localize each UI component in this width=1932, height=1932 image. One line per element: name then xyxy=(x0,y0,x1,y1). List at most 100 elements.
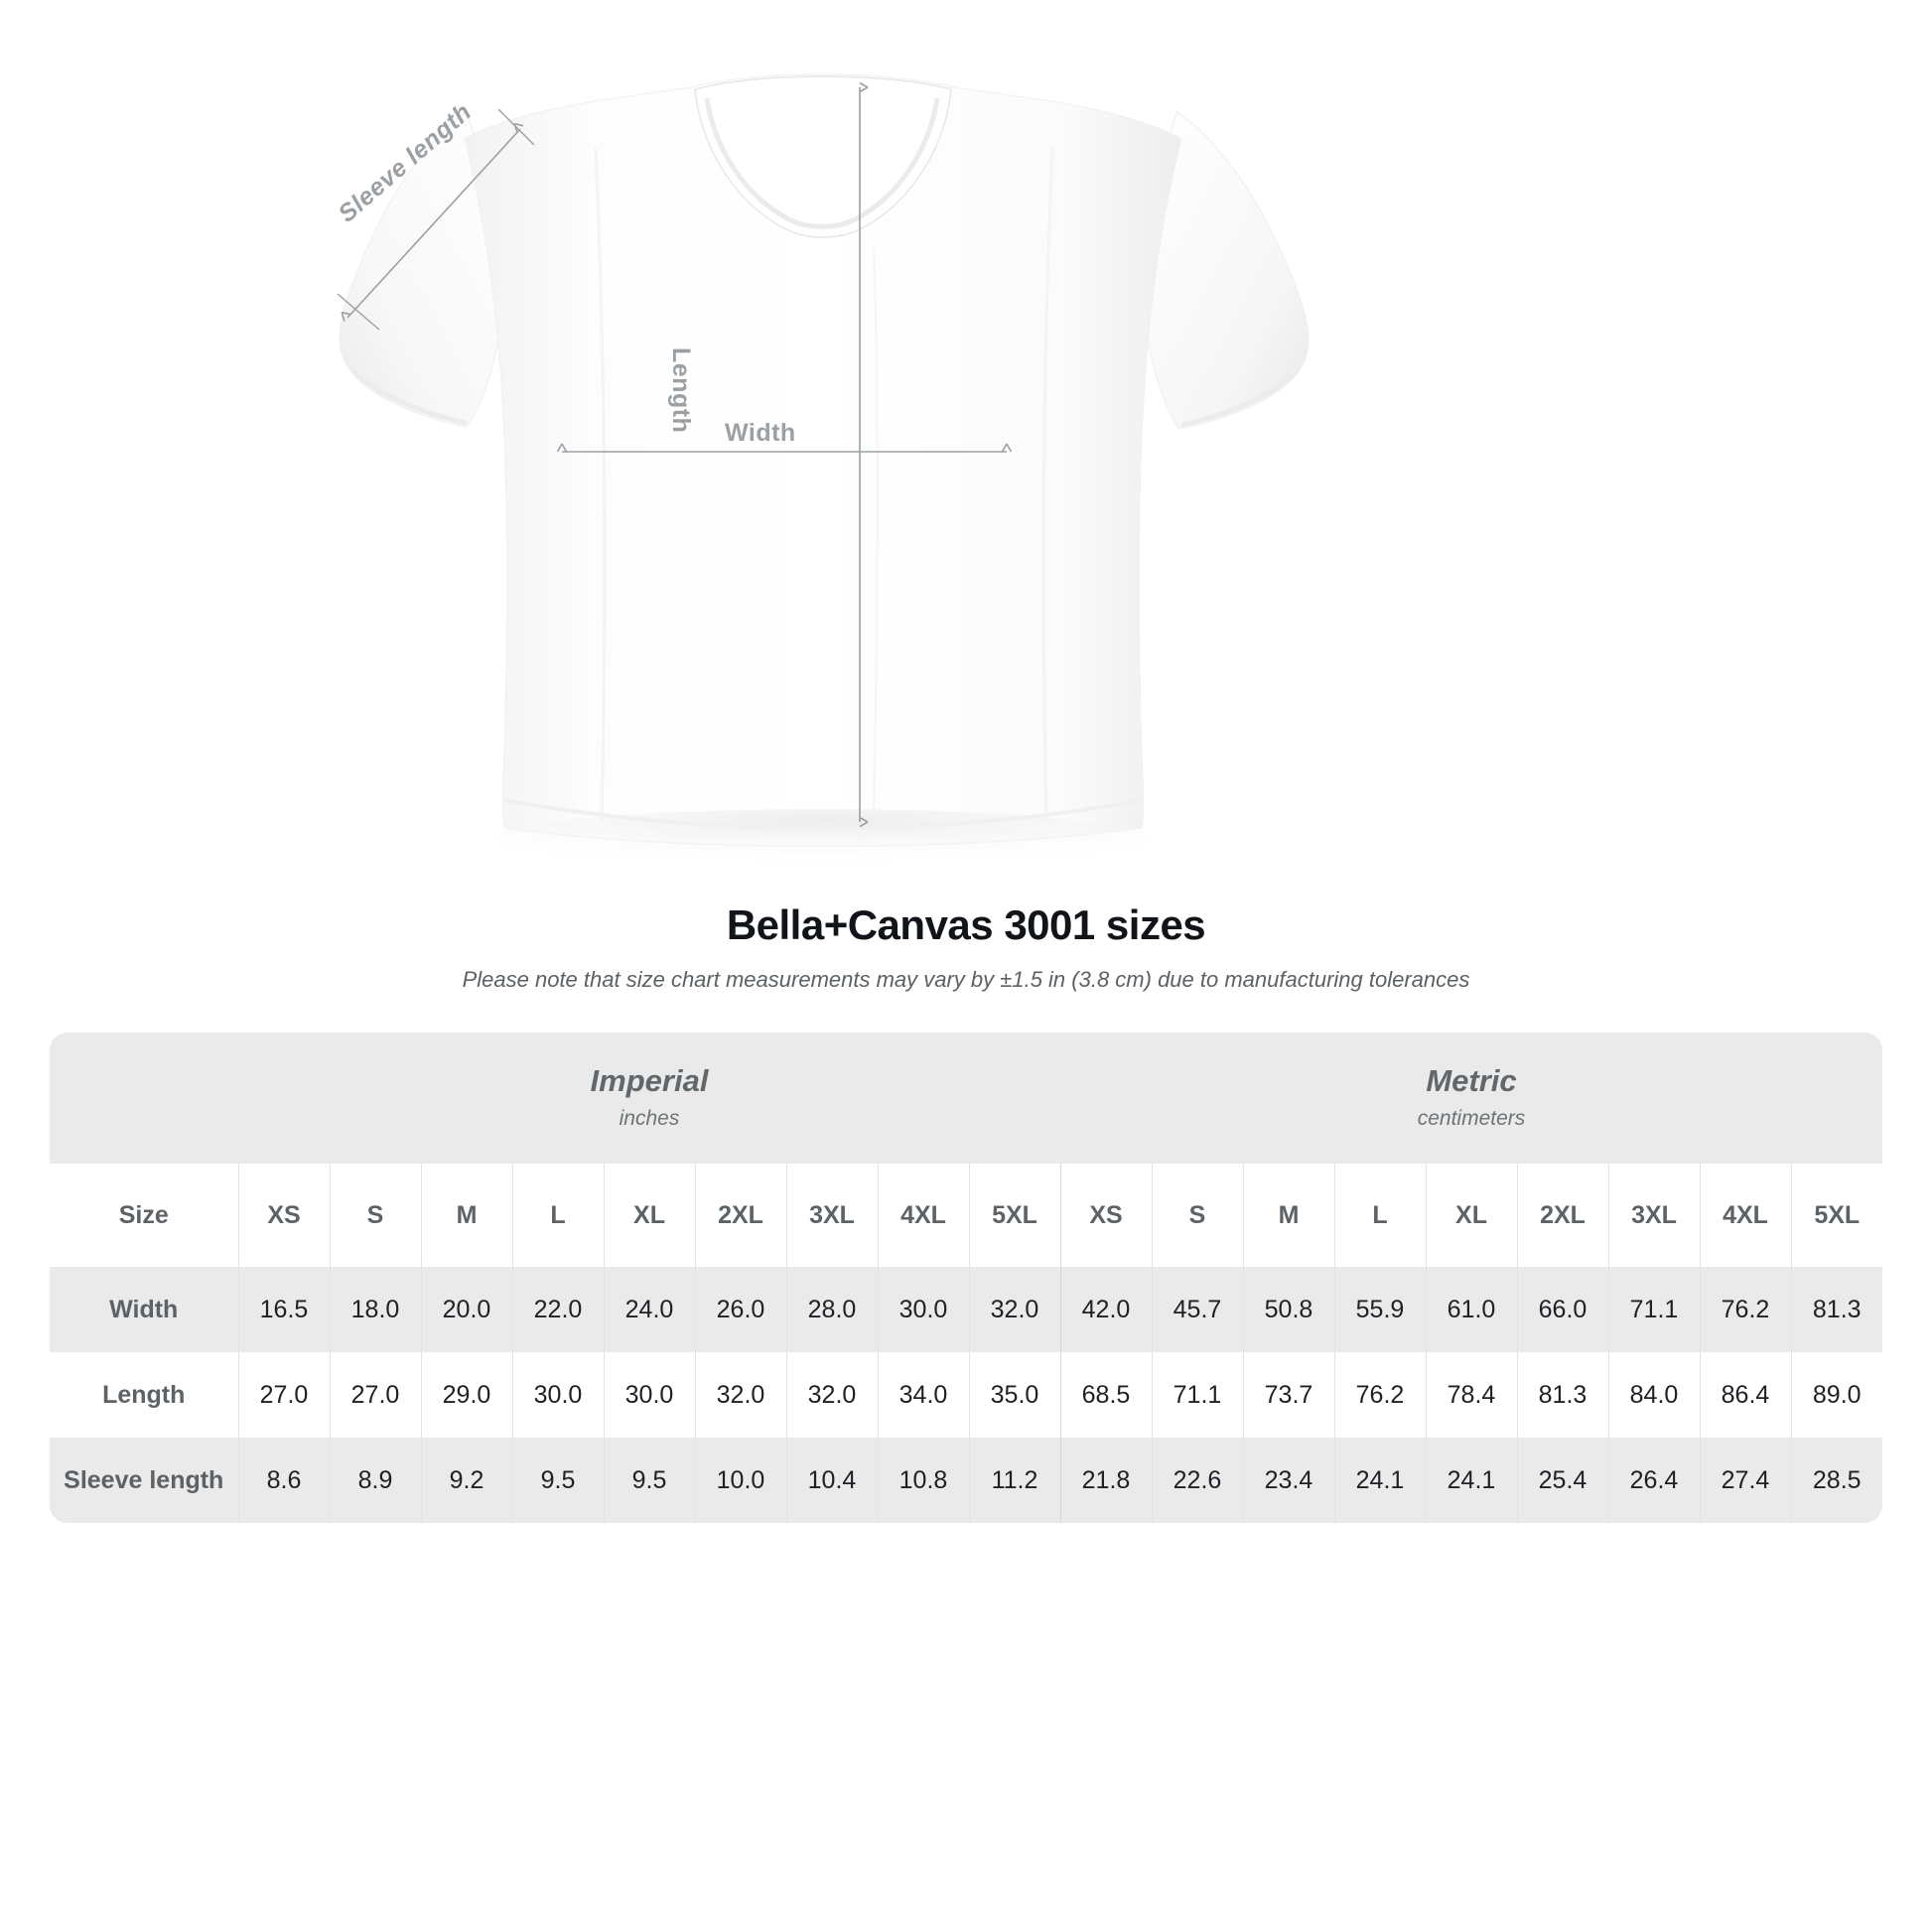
table-row-sleeve-length: Sleeve length 8.6 8.9 9.2 9.5 9.5 10.0 1… xyxy=(50,1438,1882,1523)
unit-group-row: Imperial inches Metric centimeters xyxy=(50,1033,1882,1164)
cell-width-imperial-3xl: 28.0 xyxy=(785,1267,878,1352)
size-header-metric-4xl: 4XL xyxy=(1699,1164,1791,1267)
size-header-imperial-3xl: 3XL xyxy=(785,1164,878,1267)
cell-length-metric-3xl: 84.0 xyxy=(1607,1352,1700,1438)
row-label-length: Length xyxy=(50,1352,238,1438)
cell-width-imperial-2xl: 26.0 xyxy=(694,1267,786,1352)
cell-sleeve-metric-5xl: 28.5 xyxy=(1790,1438,1882,1523)
unit-group-metric-sub: centimeters xyxy=(1417,1106,1526,1130)
size-header-metric-xs: XS xyxy=(1059,1164,1152,1267)
cell-sleeve-imperial-2xl: 10.0 xyxy=(694,1438,786,1523)
cell-width-metric-m: 50.8 xyxy=(1242,1267,1334,1352)
size-header-imperial-s: S xyxy=(329,1164,421,1267)
unit-group-imperial-sub: inches xyxy=(619,1106,680,1130)
cell-width-metric-2xl: 66.0 xyxy=(1516,1267,1608,1352)
cell-width-imperial-m: 20.0 xyxy=(420,1267,512,1352)
cell-sleeve-imperial-5xl: 11.2 xyxy=(968,1438,1060,1523)
cell-length-imperial-2xl: 32.0 xyxy=(694,1352,786,1438)
size-chart-table-container: Imperial inches Metric centimeters Size … xyxy=(50,1033,1882,1523)
cell-sleeve-imperial-m: 9.2 xyxy=(420,1438,512,1523)
cell-width-metric-4xl: 76.2 xyxy=(1699,1267,1791,1352)
size-header-imperial-5xl: 5XL xyxy=(968,1164,1060,1267)
cell-width-metric-5xl: 81.3 xyxy=(1790,1267,1882,1352)
unit-group-metric-name: Metric xyxy=(1426,1063,1517,1099)
cell-length-imperial-3xl: 32.0 xyxy=(785,1352,878,1438)
cell-sleeve-metric-s: 22.6 xyxy=(1151,1438,1243,1523)
cell-sleeve-metric-xl: 24.1 xyxy=(1425,1438,1517,1523)
cell-sleeve-metric-xs: 21.8 xyxy=(1059,1438,1152,1523)
size-header-imperial-2xl: 2XL xyxy=(694,1164,786,1267)
size-header-metric-xl: XL xyxy=(1425,1164,1517,1267)
cell-width-metric-3xl: 71.1 xyxy=(1607,1267,1700,1352)
tolerance-note: Please note that size chart measurements… xyxy=(462,967,1470,992)
size-header-metric-m: M xyxy=(1242,1164,1334,1267)
cell-length-metric-2xl: 81.3 xyxy=(1516,1352,1608,1438)
cell-length-imperial-xl: 30.0 xyxy=(603,1352,695,1438)
page-title: Bella+Canvas 3001 sizes xyxy=(726,901,1206,948)
cell-length-imperial-s: 27.0 xyxy=(329,1352,421,1438)
cell-length-metric-xs: 68.5 xyxy=(1059,1352,1152,1438)
chart-heading: Bella+Canvas 3001 sizes Please note that… xyxy=(0,901,1932,993)
cell-length-metric-l: 76.2 xyxy=(1333,1352,1426,1438)
cell-width-metric-l: 55.9 xyxy=(1333,1267,1426,1352)
cell-width-imperial-xl: 24.0 xyxy=(603,1267,695,1352)
cell-width-imperial-4xl: 30.0 xyxy=(877,1267,969,1352)
row-label-sleeve-length: Sleeve length xyxy=(50,1438,238,1523)
table-body: Width 16.5 18.0 20.0 22.0 24.0 26.0 28.0… xyxy=(50,1267,1882,1523)
cell-width-imperial-xs: 16.5 xyxy=(237,1267,330,1352)
cell-sleeve-imperial-xl: 9.5 xyxy=(603,1438,695,1523)
cell-length-metric-5xl: 89.0 xyxy=(1790,1352,1882,1438)
table-row-length: Length 27.0 27.0 29.0 30.0 30.0 32.0 32.… xyxy=(50,1352,1882,1438)
cell-sleeve-imperial-s: 8.9 xyxy=(329,1438,421,1523)
cell-width-imperial-5xl: 32.0 xyxy=(968,1267,1060,1352)
size-header-imperial-4xl: 4XL xyxy=(877,1164,969,1267)
size-header-imperial-xl: XL xyxy=(603,1164,695,1267)
size-header-metric-l: L xyxy=(1333,1164,1426,1267)
cell-length-imperial-l: 30.0 xyxy=(511,1352,604,1438)
width-label: Width xyxy=(725,419,796,447)
cell-sleeve-metric-m: 23.4 xyxy=(1242,1438,1334,1523)
cell-width-metric-s: 45.7 xyxy=(1151,1267,1243,1352)
cell-length-metric-xl: 78.4 xyxy=(1425,1352,1517,1438)
unit-group-imperial-name: Imperial xyxy=(590,1063,709,1099)
size-header-imperial-m: M xyxy=(420,1164,512,1267)
cell-length-imperial-m: 29.0 xyxy=(420,1352,512,1438)
cell-sleeve-metric-l: 24.1 xyxy=(1333,1438,1426,1523)
cell-sleeve-imperial-l: 9.5 xyxy=(511,1438,604,1523)
cell-sleeve-metric-2xl: 25.4 xyxy=(1516,1438,1608,1523)
size-header-metric-3xl: 3XL xyxy=(1607,1164,1700,1267)
cell-width-imperial-l: 22.0 xyxy=(511,1267,604,1352)
cell-length-imperial-4xl: 34.0 xyxy=(877,1352,969,1438)
unit-group-metric: Metric centimeters xyxy=(1060,1033,1882,1164)
size-chart-table: Imperial inches Metric centimeters Size … xyxy=(50,1033,1882,1523)
cell-sleeve-metric-4xl: 27.4 xyxy=(1699,1438,1791,1523)
cell-sleeve-imperial-4xl: 10.8 xyxy=(877,1438,969,1523)
cell-sleeve-metric-3xl: 26.4 xyxy=(1607,1438,1700,1523)
size-header-row: Size XS S M L XL 2XL 3XL 4XL 5XL XS S M … xyxy=(50,1164,1882,1267)
cell-sleeve-imperial-xs: 8.6 xyxy=(237,1438,330,1523)
size-header-imperial-xs: XS xyxy=(237,1164,330,1267)
cell-length-metric-s: 71.1 xyxy=(1151,1352,1243,1438)
cell-width-metric-xl: 61.0 xyxy=(1425,1267,1517,1352)
column-header-size: Size xyxy=(50,1164,238,1267)
cell-length-imperial-5xl: 35.0 xyxy=(968,1352,1060,1438)
table-row-width: Width 16.5 18.0 20.0 22.0 24.0 26.0 28.0… xyxy=(50,1267,1882,1352)
unit-group-imperial: Imperial inches xyxy=(238,1033,1060,1164)
size-header-metric-5xl: 5XL xyxy=(1790,1164,1882,1267)
cell-sleeve-imperial-3xl: 10.4 xyxy=(785,1438,878,1523)
tshirt-illustration xyxy=(337,73,1310,869)
sleeve-length-dimension-line xyxy=(341,122,524,322)
size-header-metric-s: S xyxy=(1151,1164,1243,1267)
cell-length-metric-4xl: 86.4 xyxy=(1699,1352,1791,1438)
unit-row-corner xyxy=(50,1033,238,1164)
cell-length-metric-m: 73.7 xyxy=(1242,1352,1334,1438)
size-header-imperial-l: L xyxy=(511,1164,604,1267)
cell-length-imperial-xs: 27.0 xyxy=(237,1352,330,1438)
length-label: Length xyxy=(667,347,695,434)
cell-width-imperial-s: 18.0 xyxy=(329,1267,421,1352)
row-label-width: Width xyxy=(50,1267,238,1352)
size-header-metric-2xl: 2XL xyxy=(1516,1164,1608,1267)
cell-width-metric-xs: 42.0 xyxy=(1059,1267,1152,1352)
tshirt-diagram: Sleeve length Length Width xyxy=(0,0,1932,894)
table-head: Imperial inches Metric centimeters Size … xyxy=(50,1033,1882,1267)
